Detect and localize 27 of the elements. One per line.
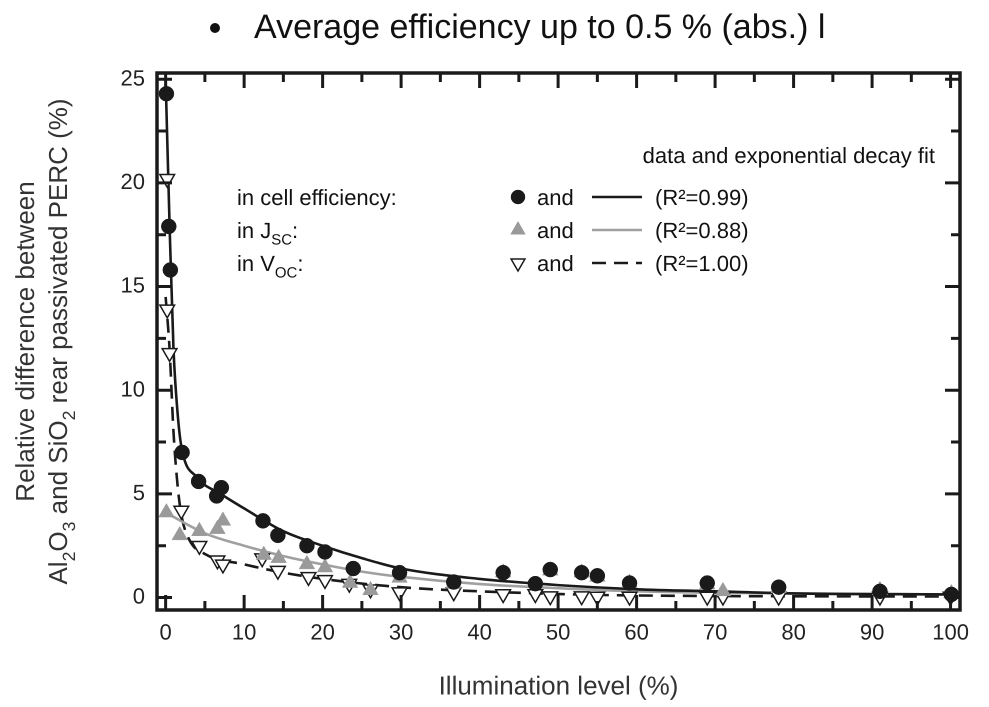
- x-tick-label: 100: [932, 619, 969, 644]
- x-tick-label: 50: [546, 619, 570, 644]
- legend-label: (R²=0.88): [655, 218, 749, 243]
- x-tick-label: 90: [860, 619, 884, 644]
- x-tick-label: 80: [781, 619, 806, 644]
- x-tick-label: 40: [467, 619, 492, 644]
- annotation: in cell efficiency:: [237, 185, 397, 210]
- x-tick-label: 70: [702, 619, 728, 644]
- legend-label: and: [537, 185, 574, 210]
- y-tick-label: 15: [120, 272, 145, 298]
- y-tick-label: 20: [120, 168, 145, 194]
- x-axis-title: Illumination level (%): [438, 670, 678, 701]
- y-tick-label: 10: [120, 376, 145, 402]
- legend-label: and: [537, 218, 574, 243]
- x-tick-label: 60: [624, 619, 649, 644]
- legend-label: and: [537, 251, 574, 276]
- y-tick-label: 25: [120, 65, 145, 90]
- chart-title: Average efficiency up to 0.5 % (abs.) l: [254, 8, 826, 47]
- x-tick-label: 20: [310, 619, 335, 644]
- y-tick-label: 5: [132, 480, 145, 505]
- legend-label: (R²=1.00): [655, 251, 749, 276]
- legend-title: data and exponential decay fit: [642, 143, 935, 168]
- x-tick-label: 10: [232, 619, 256, 644]
- y-tick-label: 0: [132, 584, 145, 609]
- legend-label: (R²=0.99): [655, 185, 749, 210]
- x-tick-label: 30: [388, 619, 414, 644]
- x-tick-label: 0: [160, 619, 172, 644]
